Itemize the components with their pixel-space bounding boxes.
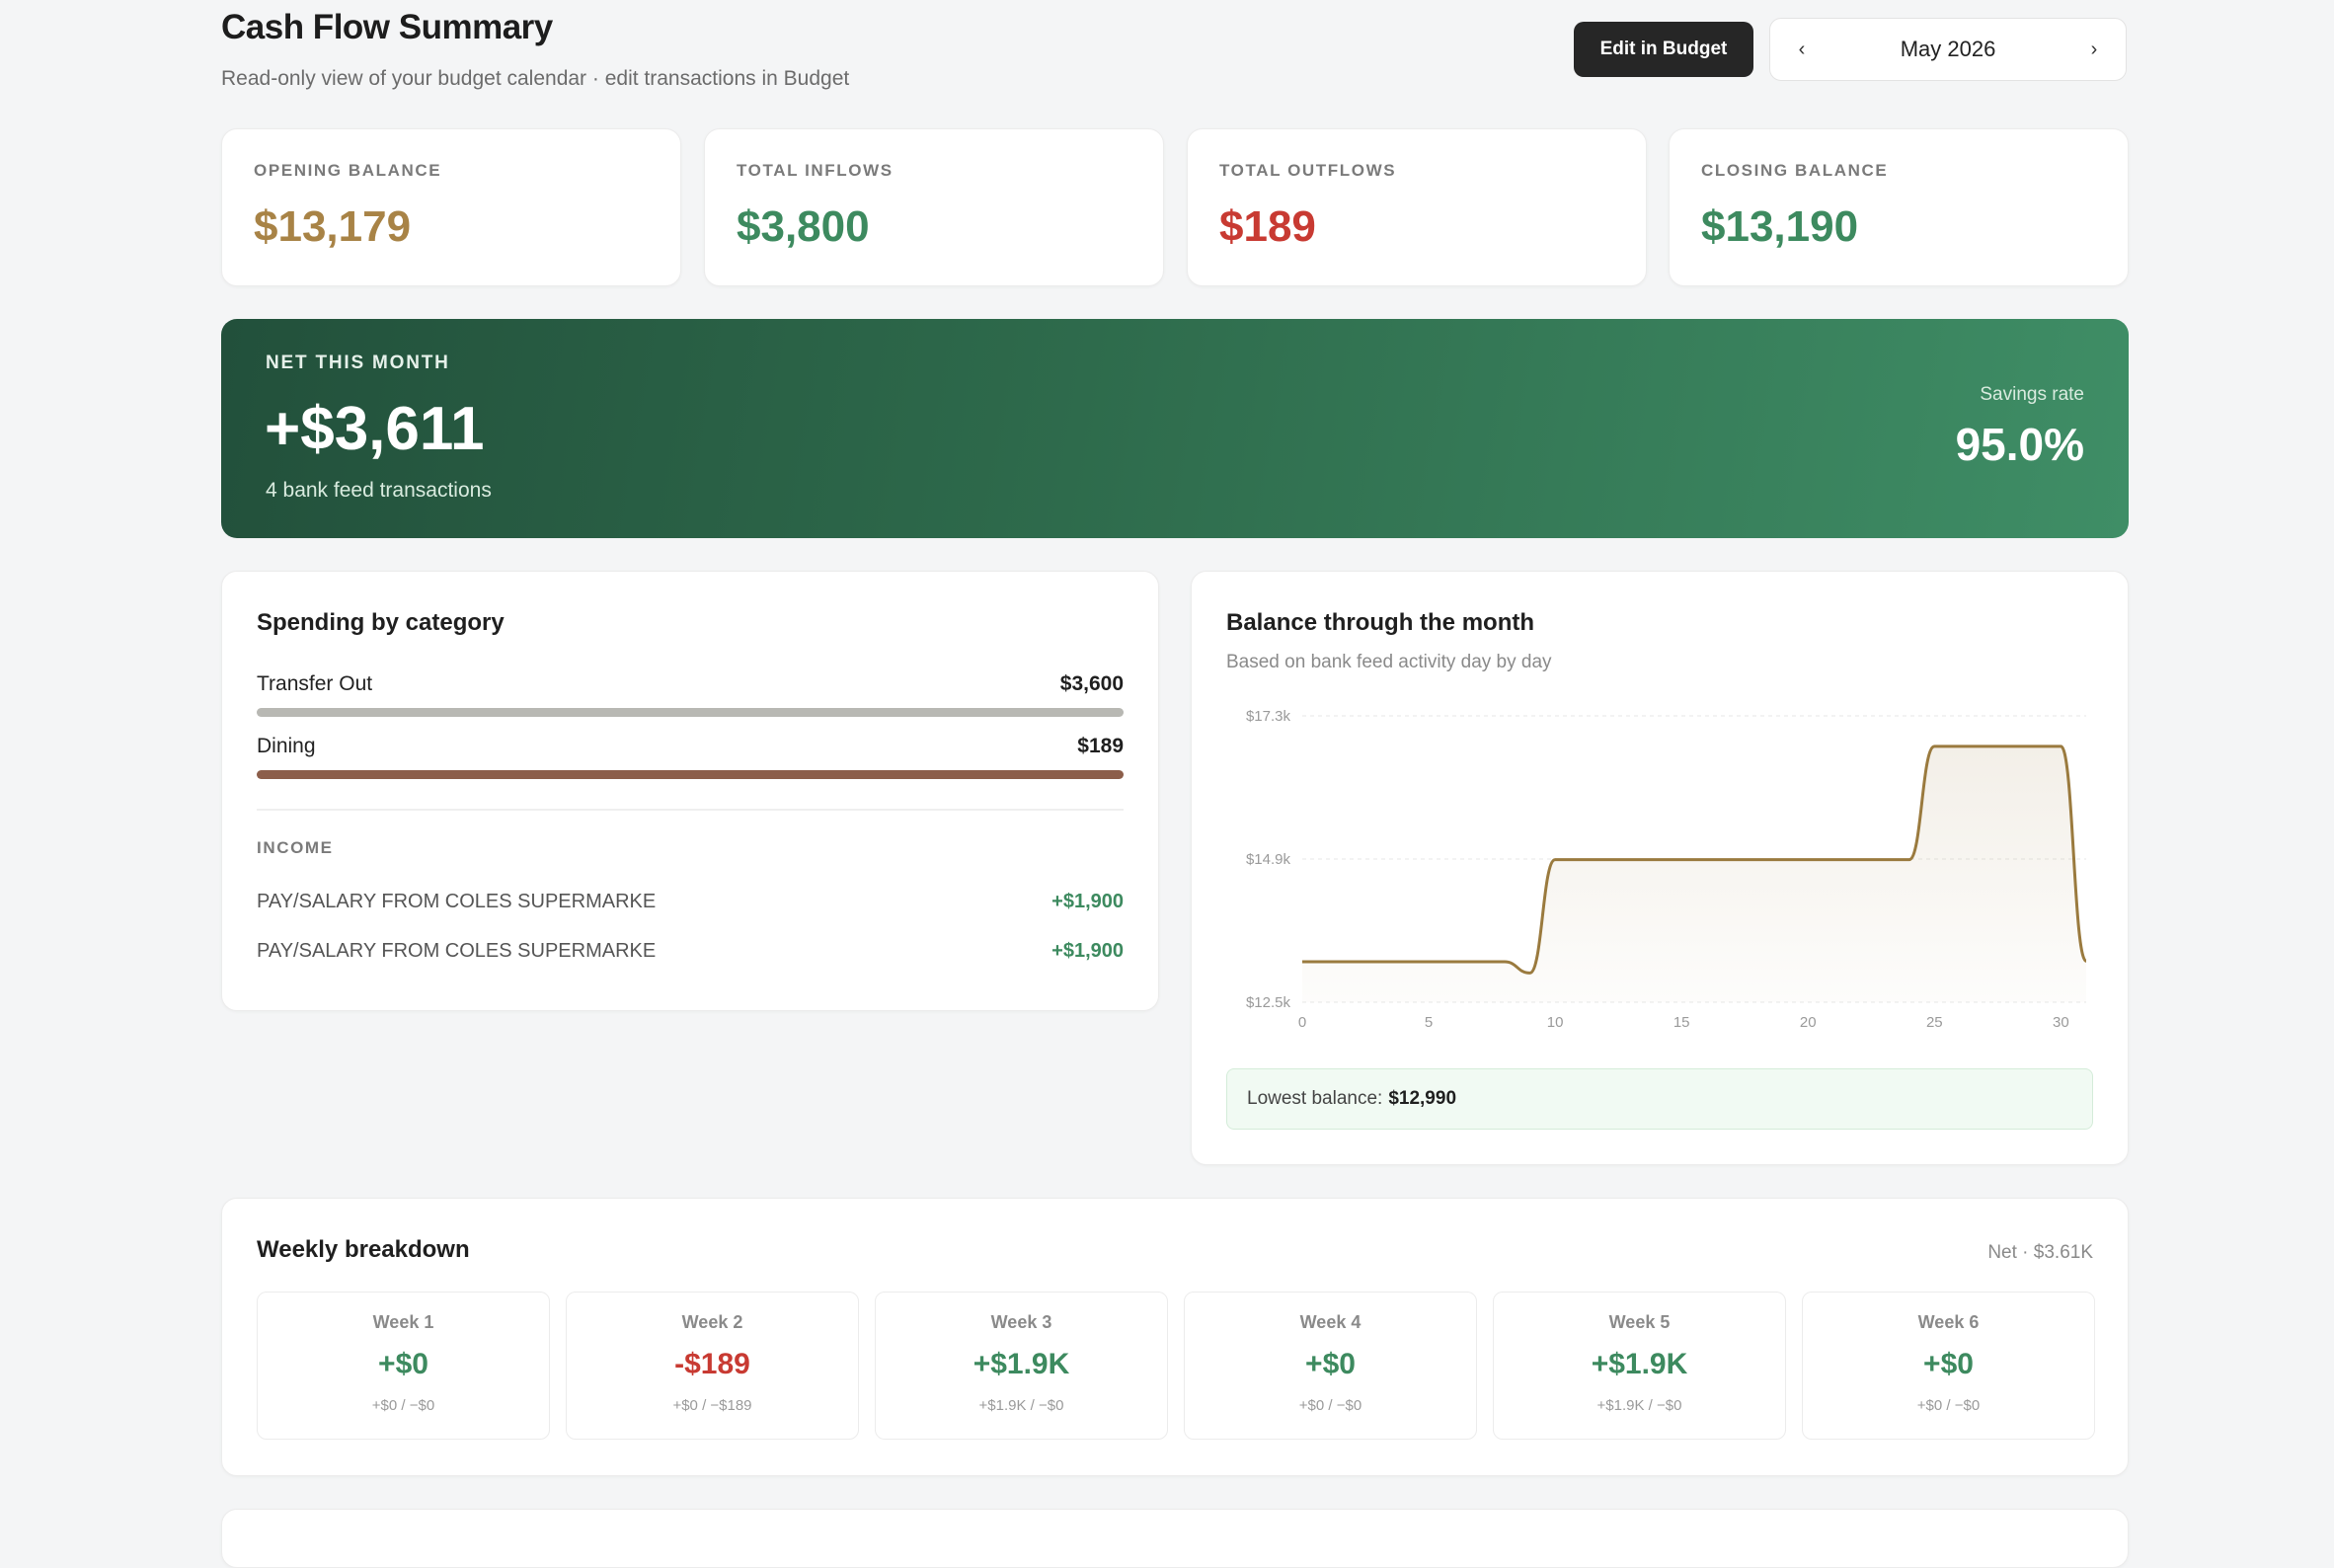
lowest-balance-note: Lowest balance: $12,990: [1226, 1068, 2093, 1130]
category-bar-fill: [257, 708, 1124, 717]
stat-value: $189: [1219, 202, 1316, 251]
category-amount: $189: [1077, 735, 1124, 757]
week-detail: +$0 / −$0: [1916, 1397, 1981, 1414]
category-bar-track: [257, 770, 1124, 779]
week-label: Week 5: [1608, 1312, 1671, 1332]
balance-line-chart: $17.3k $14.9k $12.5k 0 5 10 15 20 25 30: [1246, 708, 2088, 1031]
divider: [257, 809, 1124, 811]
card-title: Balance through the month: [1226, 609, 1534, 636]
stat-value: $13,190: [1701, 202, 1859, 251]
lowest-balance-value: $12,990: [1388, 1088, 1457, 1109]
week-card-3: Week 3 +$1.9K +$1.9K / −$0: [875, 1292, 1168, 1440]
week-label: Week 4: [1299, 1312, 1362, 1332]
income-row: PAY/SALARY FROM COLES SUPERMARKE +$1,900: [257, 891, 1124, 920]
savings-rate-label: Savings rate: [1980, 384, 2084, 405]
net-label: NET THIS MONTH: [266, 353, 450, 373]
page-title: Cash Flow Summary: [221, 8, 553, 46]
stat-label: TOTAL INFLOWS: [737, 161, 894, 180]
week-label: Week 2: [681, 1312, 743, 1332]
week-label: Week 6: [1917, 1312, 1980, 1332]
balance-line: [1302, 745, 2088, 975]
cash-flow-page: Cash Flow Summary Read-only view of your…: [221, 0, 2129, 1568]
week-detail: +$1.9K / −$0: [1596, 1397, 1682, 1414]
weekly-breakdown-card: Weekly breakdown Net · $3.61K Week 1 +$0…: [221, 1198, 2129, 1476]
card-subtitle: Based on bank feed activity day by day: [1226, 652, 1552, 672]
income-section-label: INCOME: [257, 838, 334, 857]
stat-label: CLOSING BALANCE: [1701, 161, 1889, 180]
income-name: PAY/SALARY FROM COLES SUPERMARKE: [257, 891, 657, 912]
week-label: Week 3: [990, 1312, 1052, 1332]
y-tick-label: $17.3k: [1246, 708, 1291, 725]
x-tick-label: 0: [1298, 1014, 1306, 1031]
page-subtitle: Read-only view of your budget calendar ·…: [221, 67, 850, 90]
week-card-2: Week 2 -$189 +$0 / −$189: [566, 1292, 859, 1440]
spending-by-category-card: Spending by category Transfer Out $3,600…: [221, 571, 1159, 1011]
category-bar-fill: [257, 770, 1124, 779]
stat-value: $13,179: [254, 202, 412, 251]
month-navigator: ‹ May 2026 ›: [1769, 18, 2127, 81]
balance-through-month-card: Balance through the month Based on bank …: [1191, 571, 2129, 1165]
stat-card-total-inflows: TOTAL INFLOWS $3,800: [704, 128, 1164, 286]
card-title: Weekly breakdown: [257, 1236, 470, 1263]
current-month: May 2026: [1900, 37, 1996, 61]
income-amount: +$1,900: [1051, 940, 1124, 962]
week-detail: +$1.9K / −$0: [978, 1397, 1064, 1414]
week-card-4: Week 4 +$0 +$0 / −$0: [1184, 1292, 1477, 1440]
card-title: Spending by category: [257, 609, 505, 636]
income-row: PAY/SALARY FROM COLES SUPERMARKE +$1,900: [257, 940, 1124, 970]
week-net-value: -$189: [674, 1348, 750, 1380]
stat-label: TOTAL OUTFLOWS: [1219, 161, 1397, 180]
y-tick-label: $12.5k: [1246, 994, 1291, 1011]
week-detail: +$0 / −$0: [371, 1397, 435, 1414]
stat-value: $3,800: [737, 202, 870, 251]
lowest-balance-label: Lowest balance:: [1247, 1088, 1383, 1109]
income-amount: +$1,900: [1051, 891, 1124, 912]
stat-card-total-outflows: TOTAL OUTFLOWS $189: [1187, 128, 1647, 286]
transaction-count: 4 bank feed transactions: [266, 479, 492, 502]
category-name: Dining: [257, 735, 316, 757]
week-card-1: Week 1 +$0 +$0 / −$0: [257, 1292, 550, 1440]
week-card-5: Week 5 +$1.9K +$1.9K / −$0: [1493, 1292, 1786, 1440]
chevron-right-icon[interactable]: ›: [2090, 38, 2098, 60]
net-value: +$3,611: [265, 395, 485, 463]
x-tick-label: 10: [1547, 1014, 1564, 1031]
week-net-value: +$0: [378, 1348, 428, 1380]
income-name: PAY/SALARY FROM COLES SUPERMARKE: [257, 940, 657, 962]
x-tick-label: 15: [1673, 1014, 1690, 1031]
week-card-6: Week 6 +$0 +$0 / −$0: [1802, 1292, 2095, 1440]
week-detail: +$0 / −$0: [1298, 1397, 1362, 1414]
week-net-value: +$1.9K: [1591, 1348, 1688, 1380]
savings-rate-value: 95.0%: [1955, 419, 2084, 470]
stat-label: OPENING BALANCE: [254, 161, 442, 180]
edit-in-budget-button[interactable]: Edit in Budget: [1574, 22, 1753, 77]
chevron-left-icon[interactable]: ‹: [1798, 38, 1806, 60]
y-tick-label: $14.9k: [1246, 851, 1291, 868]
x-tick-label: 25: [1926, 1014, 1943, 1031]
stat-cards: OPENING BALANCE $13,179 TOTAL INFLOWS $3…: [221, 128, 2129, 286]
x-tick-label: 30: [2053, 1014, 2069, 1031]
stat-card-opening-balance: OPENING BALANCE $13,179: [221, 128, 681, 286]
weekly-net-summary: Net · $3.61K: [1987, 1242, 2093, 1263]
balance-area: [1302, 745, 2086, 1002]
category-bar-track: [257, 708, 1124, 717]
category-amount: $3,600: [1059, 672, 1124, 695]
week-net-value: +$0: [1923, 1348, 1974, 1380]
week-net-value: +$1.9K: [972, 1348, 1070, 1380]
x-tick-label: 5: [1425, 1014, 1433, 1031]
next-section-card: [221, 1509, 2129, 1568]
x-tick-label: 20: [1800, 1014, 1817, 1031]
category-name: Transfer Out: [257, 672, 373, 695]
week-detail: +$0 / −$189: [672, 1397, 752, 1414]
net-this-month-banner: NET THIS MONTH +$3,611 4 bank feed trans…: [221, 319, 2129, 538]
stat-card-closing-balance: CLOSING BALANCE $13,190: [1669, 128, 2129, 286]
page-header: Cash Flow Summary Read-only view of your…: [221, 0, 2129, 118]
week-label: Week 1: [372, 1312, 434, 1332]
week-net-value: +$0: [1305, 1348, 1356, 1380]
